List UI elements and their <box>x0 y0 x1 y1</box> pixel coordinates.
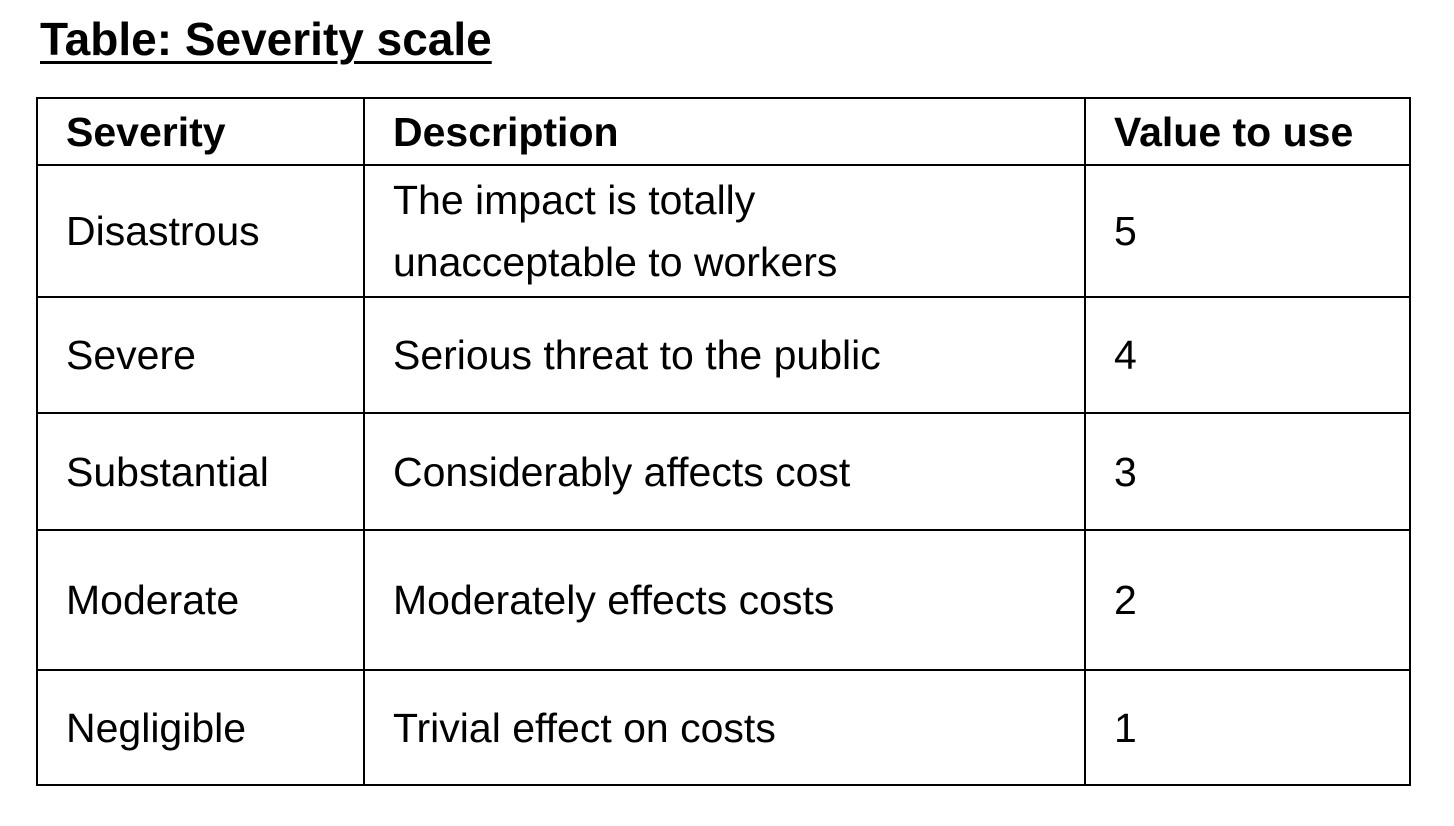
table-row: Negligible Trivial effect on costs 1 <box>36 669 1411 786</box>
description-line: unacceptable to workers <box>393 239 838 285</box>
header-severity: Severity <box>36 97 365 166</box>
description-line: The impact is totally <box>393 177 756 223</box>
value-cell: 1 <box>1084 669 1411 786</box>
description-line: Trivial effect on costs <box>393 704 776 751</box>
severity-cell: Substantial <box>36 412 365 531</box>
table-row: Substantial Considerably affects cost 3 <box>36 412 1411 531</box>
table-title: Table: Severity scale <box>40 13 492 65</box>
description-line: Serious threat to the public <box>393 332 881 378</box>
header-value: Value to use <box>1084 97 1411 166</box>
severity-cell: Severe <box>36 296 365 414</box>
description-cell: The impact is totally unacceptable to wo… <box>363 164 1086 298</box>
table-header-row: Severity Description Value to use <box>36 97 1411 166</box>
severity-cell: Disastrous <box>36 164 365 298</box>
table-row: Moderate Moderately effects costs 2 <box>36 529 1411 671</box>
header-description: Description <box>363 97 1086 166</box>
value-cell: 5 <box>1084 164 1411 298</box>
description-cell: Considerably affects cost <box>363 412 1086 531</box>
value-cell: 2 <box>1084 529 1411 671</box>
severity-cell: Negligible <box>36 669 365 786</box>
severity-cell: Moderate <box>36 529 365 671</box>
description-line: Considerably affects cost <box>393 448 851 495</box>
severity-table: Severity Description Value to use Disast… <box>36 97 1411 786</box>
value-cell: 4 <box>1084 296 1411 414</box>
table-row: Disastrous The impact is totally unaccep… <box>36 164 1411 298</box>
description-cell: Moderately effects costs <box>363 529 1086 671</box>
value-cell: 3 <box>1084 412 1411 531</box>
description-line: Moderately effects costs <box>393 577 835 623</box>
table-row: Severe Serious threat to the public 4 <box>36 296 1411 414</box>
description-cell: Trivial effect on costs <box>363 669 1086 786</box>
description-cell: Serious threat to the public <box>363 296 1086 414</box>
